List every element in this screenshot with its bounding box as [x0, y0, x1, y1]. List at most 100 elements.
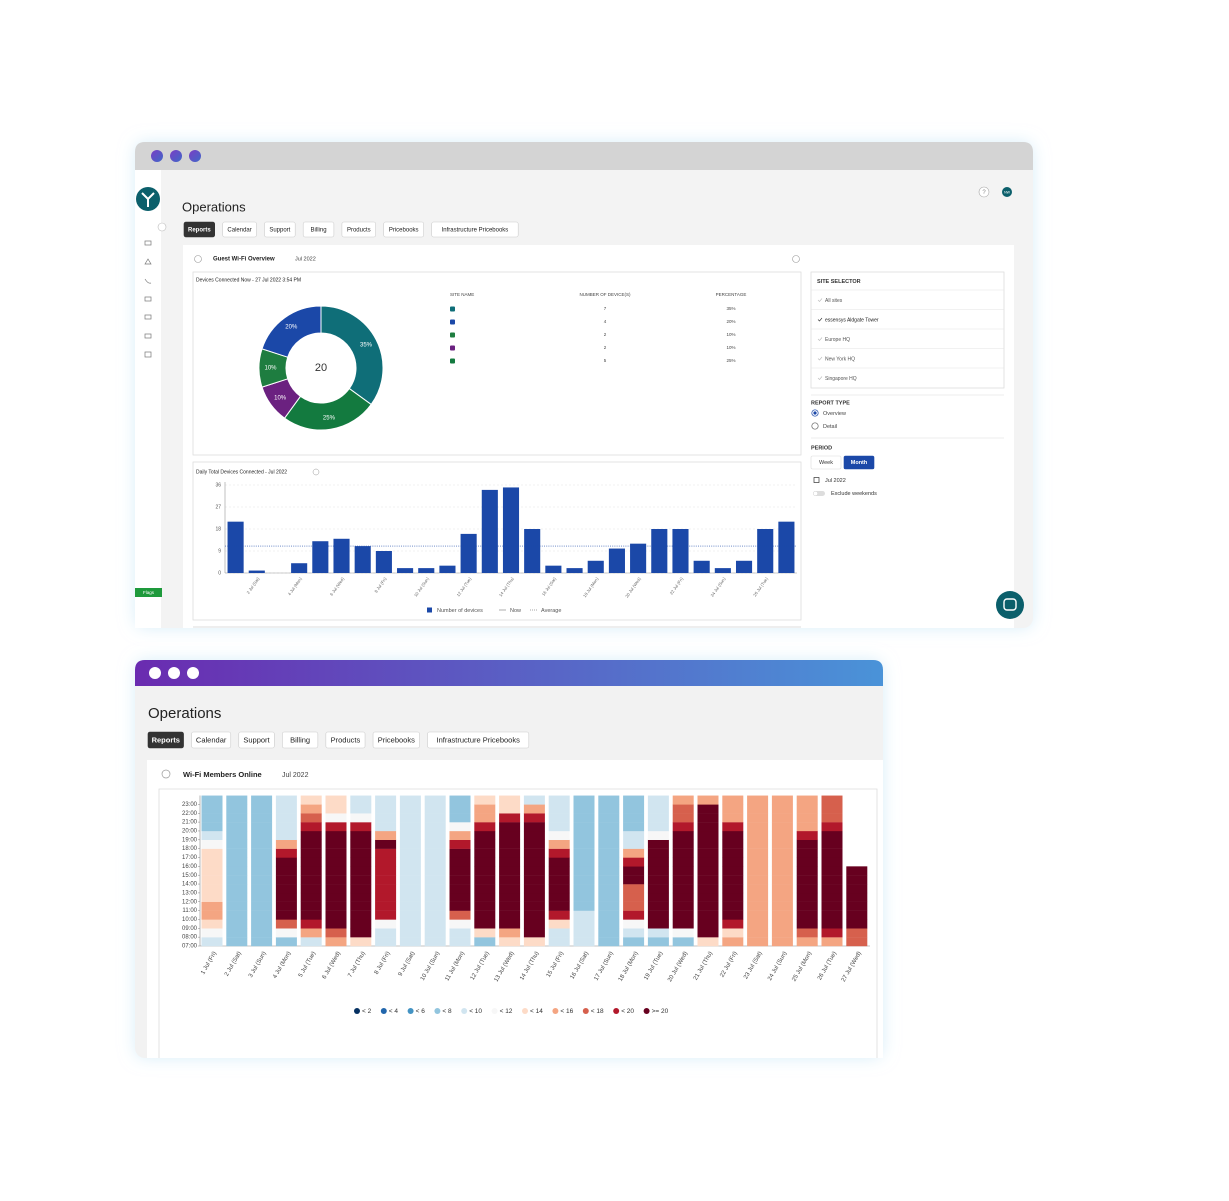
window-dot[interactable] [168, 667, 180, 679]
back-button[interactable] [161, 769, 171, 779]
heatmap-cell [474, 884, 496, 894]
heatmap-cell [275, 839, 297, 849]
tab[interactable] [427, 731, 530, 749]
heatmap-cell [573, 804, 595, 814]
tab[interactable] [147, 731, 184, 749]
heatmap-cell [424, 901, 446, 911]
heatmap-cell [350, 928, 372, 938]
heatmap-cell [672, 804, 694, 814]
heatmap-cell [747, 830, 769, 840]
heatmap-cell [300, 839, 322, 849]
nav-icon[interactable] [144, 240, 152, 246]
heatmap-cell [449, 919, 471, 929]
heatmap-cell [821, 892, 843, 902]
heatmap-cell [523, 901, 545, 911]
period-button[interactable] [810, 455, 842, 470]
help-icon: ? [982, 190, 986, 196]
window-dot[interactable] [170, 150, 182, 162]
avatar[interactable] [1002, 187, 1012, 197]
window-dot[interactable] [187, 667, 199, 679]
site-option[interactable]: essensys Aldgate Tower [825, 317, 879, 323]
nav-icon[interactable] [144, 351, 152, 358]
heatmap-cell [325, 928, 347, 938]
heatmap-cell [523, 910, 545, 920]
heatmap-cell [623, 822, 645, 832]
legend-label: Now [510, 608, 521, 614]
info-button[interactable] [312, 468, 320, 476]
heatmap-cell [300, 919, 322, 929]
radio[interactable] [811, 422, 819, 430]
bar [566, 568, 583, 573]
heatmap-cell [399, 892, 421, 902]
tab[interactable] [281, 731, 319, 749]
tab[interactable] [222, 221, 257, 238]
nav-icon[interactable] [144, 296, 152, 302]
bar [608, 548, 625, 573]
heatmap-cell [300, 901, 322, 911]
heatmap-cell [449, 804, 471, 814]
window-dot[interactable] [151, 150, 163, 162]
heatmap-cell [623, 813, 645, 823]
heatmap-cell [771, 910, 793, 920]
heatmap-cell [399, 795, 421, 805]
heatmap-cell [647, 884, 669, 894]
tab[interactable] [238, 731, 275, 749]
tab[interactable] [431, 221, 519, 238]
heatmap-cell [747, 795, 769, 805]
tab[interactable] [302, 221, 335, 238]
tab[interactable] [383, 221, 425, 238]
period-button[interactable] [843, 455, 875, 470]
back-button[interactable] [194, 255, 202, 263]
bar [778, 521, 795, 573]
heatmap-cell [771, 804, 793, 814]
window-dot[interactable] [189, 150, 201, 162]
heatmap-cell [821, 813, 843, 823]
tab[interactable] [191, 731, 232, 749]
info-button[interactable] [792, 255, 800, 263]
nav-icon[interactable] [144, 278, 152, 284]
tab[interactable] [183, 221, 216, 238]
donut-total: 20 [315, 362, 327, 374]
tab[interactable] [264, 221, 296, 238]
site-swatch [450, 332, 455, 338]
heatmap-cell [201, 830, 223, 840]
heatmap-cell [300, 928, 322, 938]
window-dot[interactable] [149, 667, 161, 679]
heatmap-cell [623, 892, 645, 902]
tab[interactable] [325, 731, 366, 749]
heatmap-cell [275, 813, 297, 823]
heatmap-cell [647, 848, 669, 858]
period-button-label: Week [819, 460, 833, 466]
heatmap-cell [449, 937, 471, 947]
help-button[interactable] [978, 186, 990, 198]
flags-button[interactable] [135, 588, 162, 597]
nav-icon[interactable] [144, 333, 152, 339]
heatmap-cell [623, 937, 645, 947]
site-option[interactable]: Singapore HQ [825, 376, 857, 382]
y-tick-label: 0 [218, 570, 221, 576]
chat-button[interactable] [996, 591, 1024, 619]
site-option[interactable]: New York HQ [825, 356, 855, 362]
radio-label: Overview [823, 411, 846, 417]
heatmap-cell [399, 839, 421, 849]
heatmap-cell [424, 875, 446, 885]
heatmap-cell [350, 804, 372, 814]
heatmap-cell [474, 857, 496, 867]
site-option[interactable]: All sites [825, 298, 843, 304]
heatmap-cell [375, 919, 397, 929]
nav-icon[interactable] [144, 314, 152, 320]
heatmap-cell [523, 848, 545, 858]
heatmap-cell [399, 910, 421, 920]
tab[interactable] [372, 731, 420, 749]
heatmap-cell [375, 839, 397, 849]
bar [375, 551, 392, 573]
tab[interactable] [341, 221, 376, 238]
bar [439, 565, 456, 573]
period-month[interactable]: Jul 2022 [825, 478, 846, 484]
heatmap-cell [399, 848, 421, 858]
nav-icon[interactable] [144, 258, 152, 265]
collapse-button[interactable] [157, 222, 167, 232]
site-option[interactable]: Europe HQ [825, 337, 850, 343]
tab-label: Support [243, 735, 270, 744]
heatmap-cell [672, 910, 694, 920]
